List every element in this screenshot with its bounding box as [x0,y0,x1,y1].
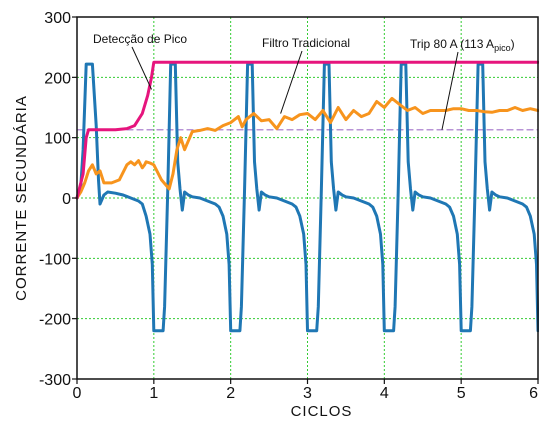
annotation-leader-line [131,46,152,90]
x-tick-label: 6 [529,385,538,402]
y-axis-label: CORRENTE SECUNDÁRIA [13,95,30,301]
x-tick-label: 4 [380,385,389,402]
annotation-leader-line [280,50,303,114]
series-group [75,60,539,333]
y-tick-label: 200 [44,70,71,87]
x-tick-label: 1 [149,385,158,402]
series-traditional-filter-line [75,96,539,200]
y-tick-label: -200 [39,312,71,329]
x-axis-label: CICLOS [291,403,353,420]
annotation-label: Trip 80 A (113 Apico) [410,37,515,53]
y-tick-label: -100 [39,251,71,268]
annotation-label: Detecção de Pico [93,32,187,46]
x-tick-label: 5 [457,385,466,402]
x-tick-label: 3 [303,385,312,402]
annotation-label: Filtro Tradicional [262,36,350,50]
y-tick-label: 300 [44,10,71,27]
y-tick-label: 0 [62,191,71,208]
annotation-leader-line [441,51,459,130]
series-peak-detection-line [75,60,539,200]
annotations: Detecção de Pico Filtro Tradicional Trip 8… [93,32,515,130]
y-tick-label: 100 [44,131,71,148]
series-secondary-current-line [75,62,539,333]
tick-labels: -300 -200 -100 0 100 200 300 0 1 2 3 4 5 6 [39,10,539,402]
x-tick-label: 0 [73,385,82,402]
y-tick-label: -300 [39,372,71,389]
x-tick-label: 2 [226,385,235,402]
